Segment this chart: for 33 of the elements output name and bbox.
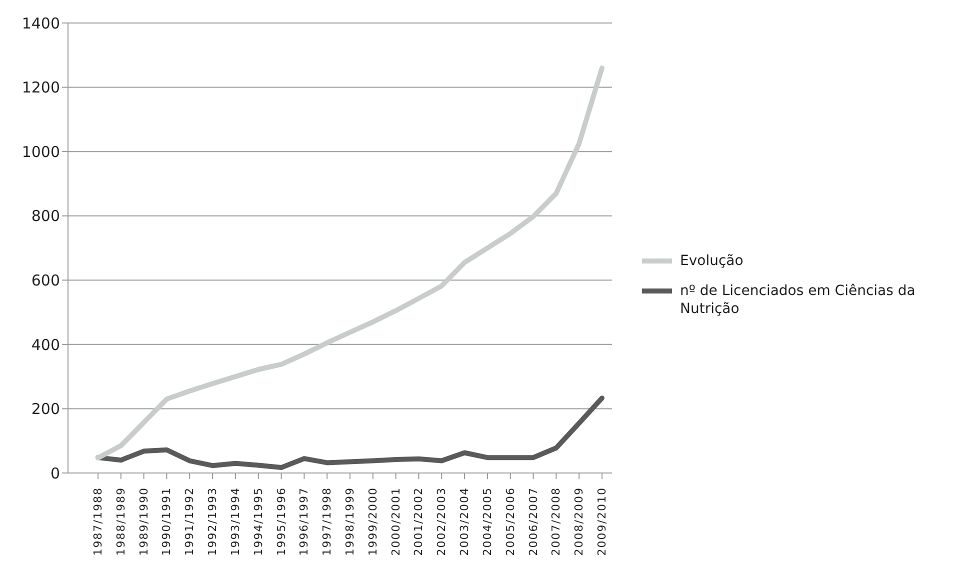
- y-tick-label: 400: [31, 336, 60, 354]
- y-tick-label: 200: [31, 400, 60, 418]
- legend-label: Evolução: [680, 252, 744, 270]
- y-tick-label: 1400: [22, 14, 60, 32]
- x-tick-label: 1996/1997: [298, 487, 311, 556]
- x-tick-label: 2000/2001: [389, 487, 402, 556]
- x-tick-label: 2009/2010: [596, 487, 608, 556]
- y-tick-label: 1000: [22, 142, 60, 161]
- legend-label: nº de Licenciados em Ciências da Nutrição: [680, 282, 916, 318]
- x-tick-label: 1989/1990: [137, 487, 150, 556]
- x-tick-label: 1992/1993: [206, 487, 220, 556]
- x-tick-label: 1990/1991: [160, 487, 174, 556]
- x-tick-label: 2006/2007: [526, 487, 540, 556]
- x-tick-label: 1991/1992: [183, 487, 196, 556]
- x-tick-label: 1995/1996: [274, 487, 288, 556]
- x-tick-label: 2005/2006: [504, 487, 517, 556]
- y-tick-label: 800: [31, 207, 60, 226]
- x-tick-label: 2007/2008: [550, 487, 563, 556]
- y-tick-label: 600: [31, 271, 60, 290]
- x-tick-label: 2003/2004: [458, 487, 472, 556]
- y-tick-label: 1200: [22, 78, 60, 97]
- x-tick-label: 2004/2005: [480, 487, 494, 556]
- x-tick-label: 2001/2002: [412, 487, 426, 556]
- x-tick-label: 1999/2000: [366, 487, 380, 556]
- x-tick-label: 1997/1998: [320, 487, 334, 556]
- x-tick-label: 2008/2009: [572, 487, 586, 556]
- x-tick-label: 1993/1994: [228, 487, 242, 556]
- x-tick-label: 1987/1988: [92, 487, 104, 556]
- y-tick-label: 0: [50, 464, 60, 482]
- x-tick-label: 1994/1995: [252, 487, 265, 556]
- x-tick-label: 2002/2003: [435, 487, 448, 556]
- x-tick-label: 1998/1999: [344, 487, 356, 556]
- x-tick-label: 1988/1989: [114, 487, 128, 556]
